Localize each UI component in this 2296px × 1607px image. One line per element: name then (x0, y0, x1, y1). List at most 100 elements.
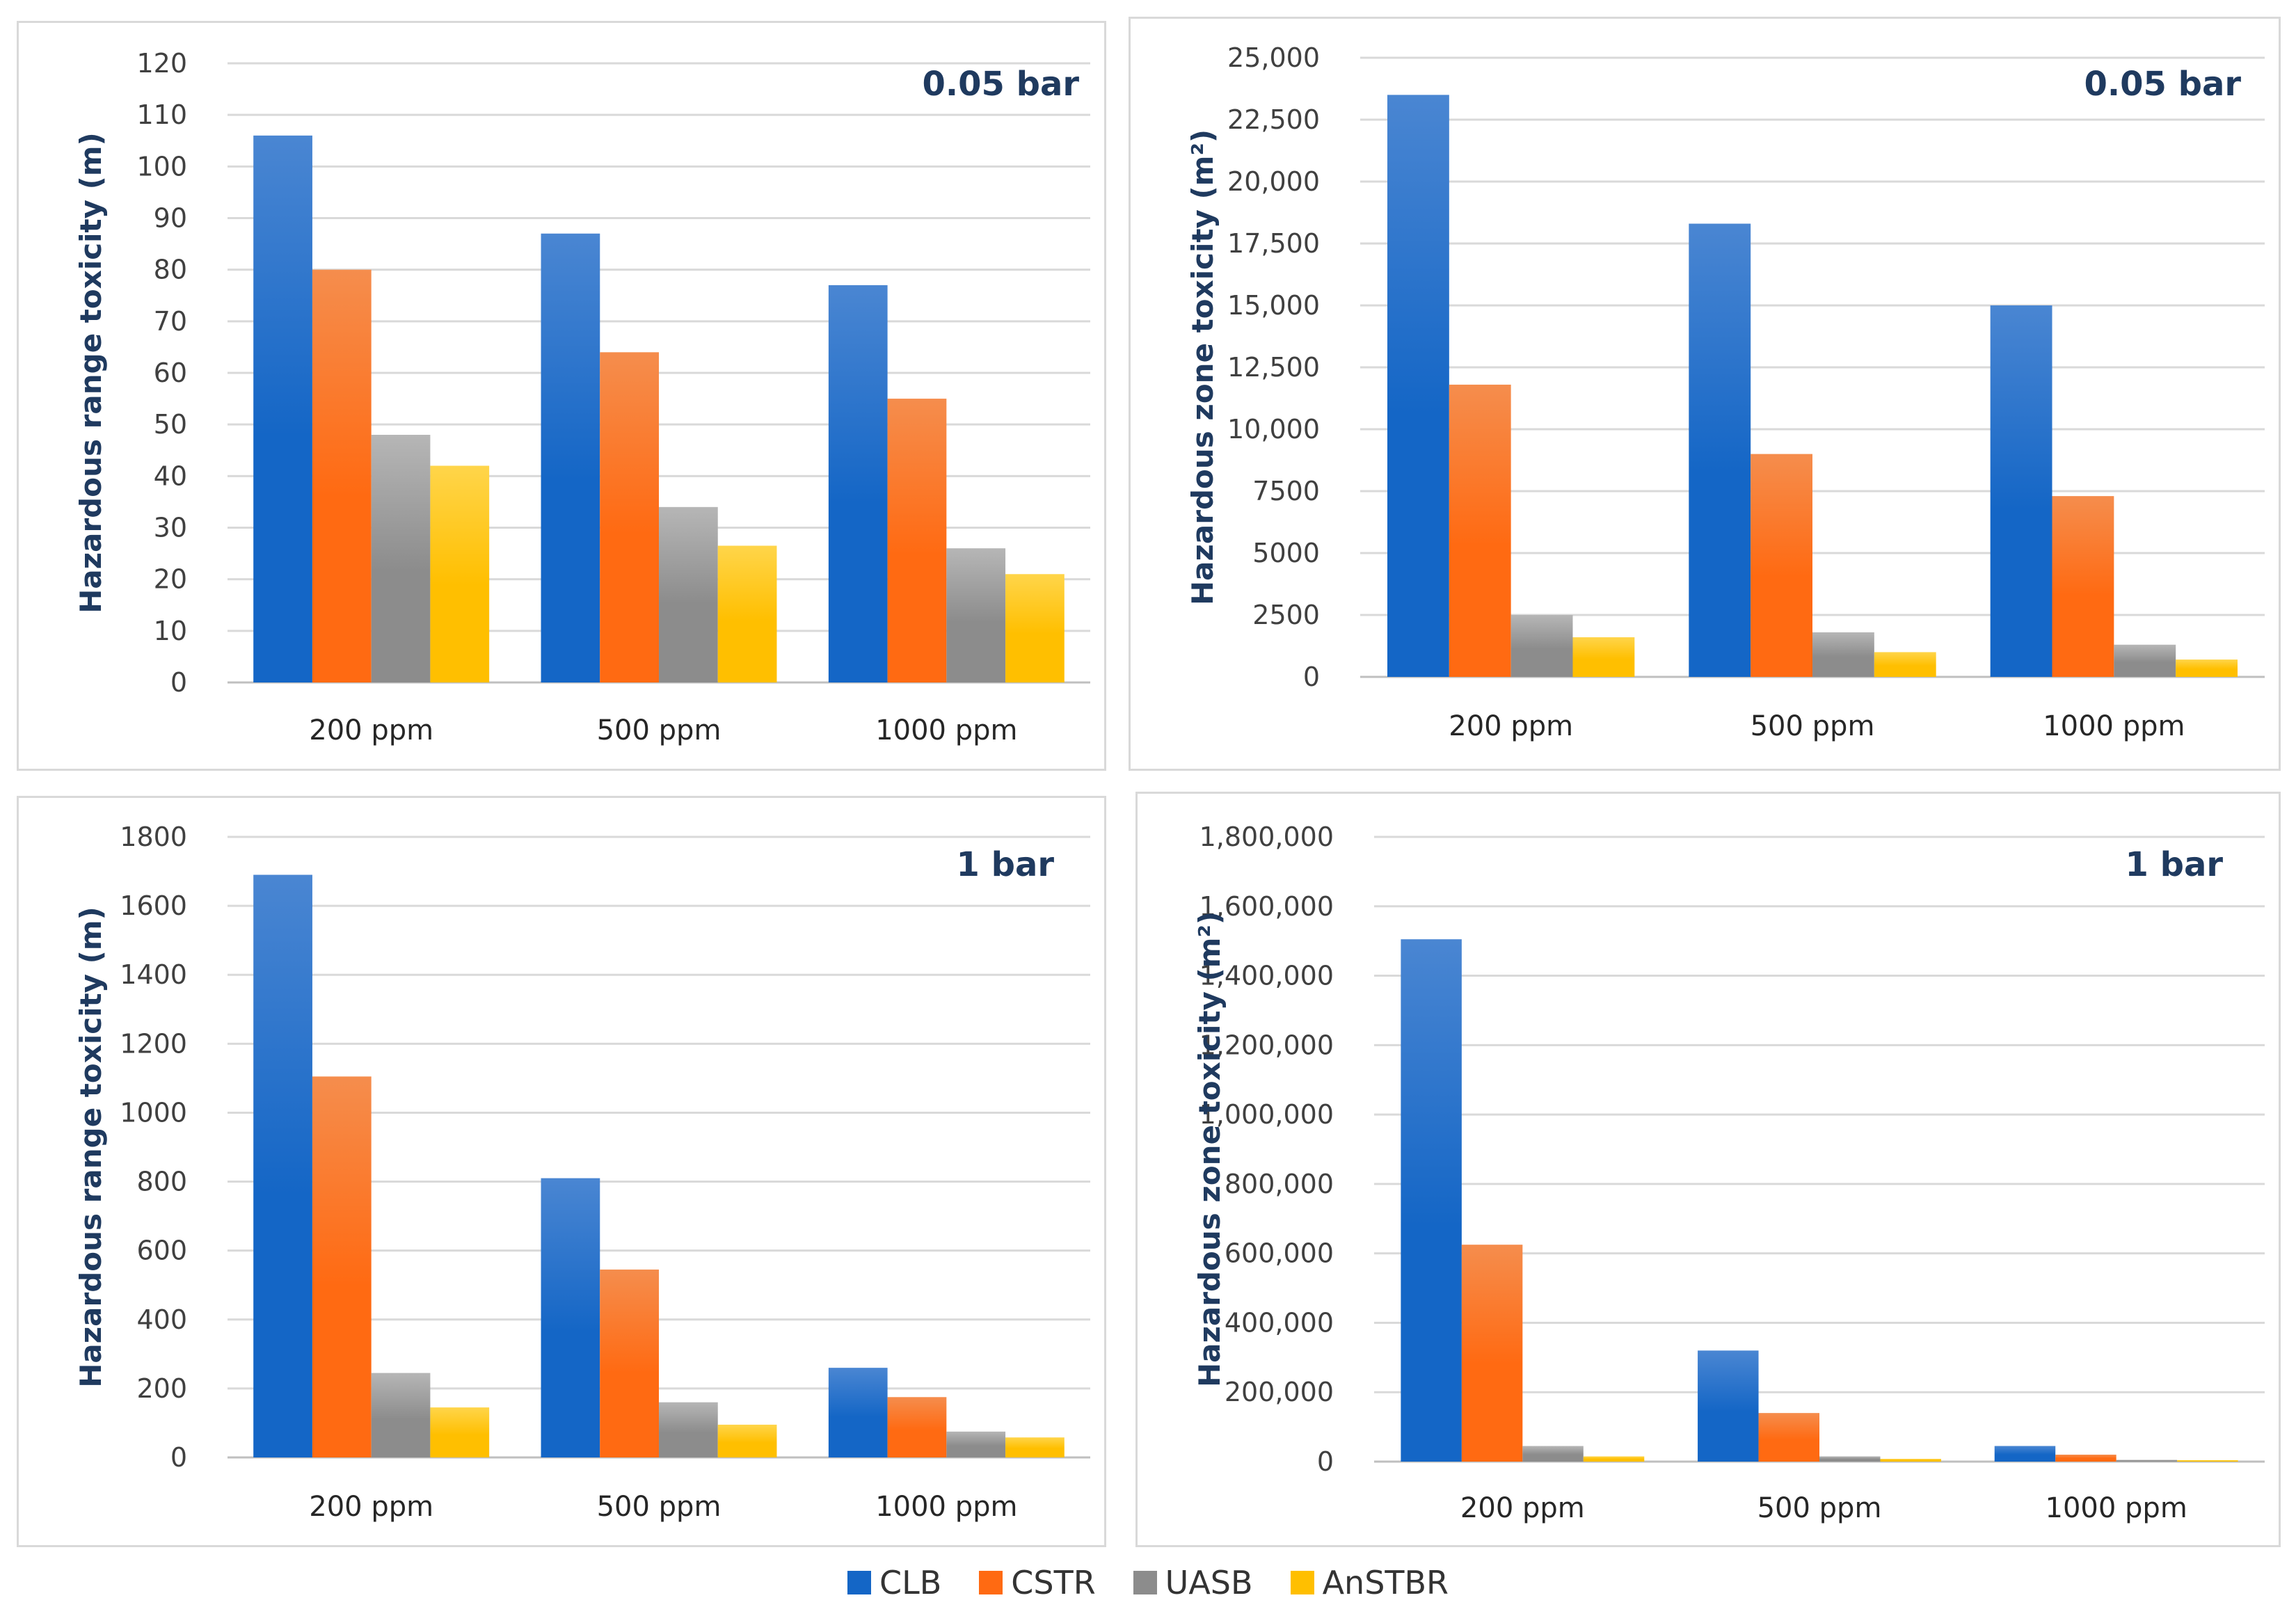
x-category-label: 1000 ppm (875, 1491, 1017, 1523)
chart-panel-range-1bar: 0 200 400 600 800 1000 1200 1400 1600 1800 200 ppm… (17, 796, 1106, 1547)
y-tick-label: 5000 (1252, 538, 1320, 568)
legend-item-uasb: UASB (1133, 1564, 1253, 1601)
y-tick-label: 80 (154, 255, 187, 285)
bar-uasb-1000-ppm (2114, 644, 2176, 677)
bar-cstr-200-ppm (1461, 1245, 1523, 1462)
y-tick-label: 1200 (120, 1028, 187, 1059)
y-tick-label: 40 (154, 461, 187, 491)
y-tick-label: 12,500 (1227, 352, 1320, 383)
bar-clb-500-ppm (541, 1178, 600, 1457)
legend-swatch (847, 1571, 871, 1594)
y-tick-label: 400 (136, 1304, 187, 1335)
bar-uasb-1000-ppm (2116, 1460, 2178, 1462)
bar-cstr-500-ppm (1758, 1413, 1819, 1462)
y-tick-label: 50 (154, 409, 187, 440)
y-tick-label: 10,000 (1227, 414, 1320, 445)
x-category-label: 1000 ppm (2043, 710, 2185, 742)
x-category-label: 200 ppm (309, 1491, 433, 1523)
y-tick-label: 600 (136, 1236, 187, 1266)
legend-label: CSTR (1011, 1564, 1096, 1601)
y-tick-label: 200,000 (1225, 1377, 1334, 1407)
y-tick-label: 1600 (120, 890, 187, 921)
y-tick-label: 0 (1317, 1446, 1334, 1477)
y-tick-label: 800,000 (1225, 1169, 1334, 1199)
bar-anstbr-1000-ppm (1005, 574, 1065, 682)
bar-uasb-200-ppm (371, 435, 431, 682)
y-tick-label: 25,000 (1227, 42, 1320, 73)
bar-anstbr-500-ppm (1874, 652, 1936, 677)
bar-clb-1000-ppm (1994, 1446, 2056, 1462)
y-axis-label: Hazardous range toxicity (m) (74, 906, 108, 1388)
bar-cstr-200-ppm (312, 1076, 372, 1457)
bar-cstr-500-ppm (1751, 454, 1812, 677)
y-tick-label: 1,600,000 (1199, 891, 1334, 922)
bar-cstr-500-ppm (600, 1269, 659, 1457)
y-tick-label: 600,000 (1225, 1238, 1334, 1269)
chart-svg: 0 200 400 600 800 1000 1200 1400 1600 1800 200 ppm… (74, 822, 1090, 1523)
y-tick-label: 2500 (1252, 600, 1320, 630)
legend-label: UASB (1165, 1564, 1253, 1601)
y-tick-label: 1,200,000 (1199, 1030, 1334, 1060)
chart-title: 0.05 bar (922, 65, 1079, 104)
x-category-label: 200 ppm (309, 714, 433, 746)
bar-clb-200-ppm (253, 874, 312, 1457)
y-tick-label: 70 (154, 306, 187, 337)
bar-uasb-200-ppm (1510, 615, 1573, 677)
y-tick-label: 60 (154, 358, 187, 388)
y-axis-label: Hazardous range toxicity (m) (74, 132, 108, 614)
y-tick-label: 10 (154, 616, 187, 646)
y-tick-label: 0 (1303, 662, 1320, 692)
y-axis-label: Hazardous zone toxicity (m²) (1193, 911, 1227, 1387)
y-tick-label: 1,400,000 (1199, 961, 1334, 991)
bar-clb-500-ppm (1689, 223, 1751, 677)
y-tick-label: 1800 (120, 822, 187, 852)
chart-title: 0.05 bar (2084, 65, 2241, 104)
bar-uasb-200-ppm (1522, 1446, 1584, 1462)
bar-anstbr-200-ppm (430, 1407, 490, 1457)
y-tick-label: 90 (154, 203, 187, 234)
x-category-label: 200 ppm (1460, 1492, 1585, 1524)
bar-anstbr-1000-ppm (1005, 1437, 1065, 1457)
bar-anstbr-200-ppm (1583, 1456, 1645, 1462)
bar-clb-1000-ppm (828, 1368, 888, 1457)
bar-clb-500-ppm (1698, 1350, 1759, 1462)
bar-anstbr-200-ppm (1572, 637, 1635, 677)
chart-panel-zone-1bar: 0 200,000 400,000 600,000 800,000 1,000,000 1,… (1135, 792, 2281, 1547)
bar-anstbr-1000-ppm (2177, 1460, 2238, 1462)
x-category-label: 1000 ppm (2046, 1492, 2187, 1524)
bar-cstr-500-ppm (600, 352, 659, 682)
bar-anstbr-500-ppm (717, 1424, 777, 1457)
bar-cstr-1000-ppm (2055, 1455, 2116, 1462)
chart-svg: 0 2500 5000 7500 10,000 12,500 15,000 17,500 20,… (1186, 42, 2265, 742)
x-category-label: 200 ppm (1449, 710, 1573, 742)
legend-label: AnSTBR (1322, 1564, 1449, 1601)
chart-title: 1 bar (956, 845, 1054, 884)
x-category-label: 500 ppm (1751, 710, 1875, 742)
bar-uasb-500-ppm (659, 506, 718, 682)
bar-clb-1000-ppm (1990, 305, 2052, 677)
y-tick-label: 20 (154, 564, 187, 595)
y-tick-label: 0 (170, 667, 187, 698)
bar-cstr-200-ppm (312, 269, 372, 683)
chart-svg: 0 10 20 30 40 50 60 70 80 90 100 110 120 200 ppm 500 p… (74, 48, 1090, 746)
chart-panel-zone-005bar: 0 2500 5000 7500 10,000 12,500 15,000 17,500 20,… (1129, 17, 2281, 771)
chart-panel-range-005bar: 0 10 20 30 40 50 60 70 80 90 100 110 120 200 ppm 500 p… (17, 21, 1106, 771)
x-category-label: 500 ppm (1757, 1492, 1882, 1524)
bar-uasb-500-ppm (1812, 632, 1874, 677)
legend: CLB CSTR UASB AnSTBR (0, 1558, 2296, 1607)
bar-clb-1000-ppm (828, 285, 888, 683)
y-tick-label: 0 (170, 1442, 187, 1473)
y-tick-label: 1,800,000 (1199, 822, 1334, 852)
bar-uasb-200-ppm (371, 1373, 431, 1457)
y-axis-label: Hazardous zone toxicity (m²) (1186, 129, 1220, 605)
y-tick-label: 20,000 (1227, 166, 1320, 197)
y-tick-label: 1000 (120, 1097, 187, 1128)
y-tick-label: 100 (136, 151, 187, 182)
y-tick-label: 22,500 (1227, 104, 1320, 135)
legend-item-clb: CLB (847, 1564, 941, 1601)
bar-cstr-1000-ppm (2052, 496, 2114, 677)
y-tick-label: 110 (136, 99, 187, 130)
bar-cstr-200-ppm (1449, 384, 1511, 677)
bar-uasb-1000-ppm (946, 548, 1006, 682)
y-tick-label: 120 (136, 48, 187, 79)
